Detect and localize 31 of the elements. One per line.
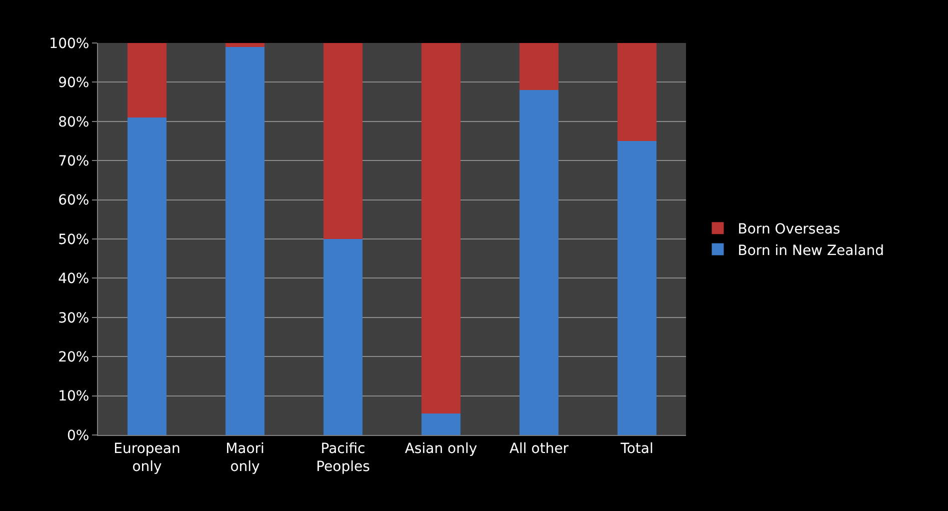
y-tick-label: 10% [58, 388, 90, 405]
y-tick-label: 0% [66, 428, 90, 444]
bar [127, 117, 167, 435]
x-tick-label: Asian only [404, 440, 478, 457]
y-tick-label: 80% [58, 114, 90, 130]
bar [225, 46, 265, 435]
bar [421, 413, 461, 435]
y-tick-label: 70% [58, 154, 90, 170]
bar [323, 239, 363, 435]
y-tick-label: 90% [58, 75, 90, 92]
x-tick-label: Pacific Peoples [316, 440, 370, 475]
bar [127, 43, 167, 118]
bar [519, 43, 559, 90]
y-tick-label: 100% [49, 36, 90, 52]
bar [617, 141, 657, 435]
y-tick-label: 40% [58, 271, 90, 288]
y-tick-label: 20% [58, 350, 90, 366]
y-tick-label: 30% [58, 310, 90, 326]
y-tick-label: 60% [58, 192, 90, 209]
x-tick-label: All other [509, 440, 569, 457]
bar [225, 43, 265, 47]
legend-label: Born in New Zealand [738, 242, 884, 259]
x-tick-label: Maori only [226, 440, 264, 475]
y-tick-label: 50% [58, 232, 90, 248]
x-tick-label: European only [114, 440, 180, 475]
bar [323, 43, 363, 239]
x-tick-label: Total [620, 440, 654, 457]
legend-label: Born Overseas [738, 222, 840, 238]
bar [421, 43, 461, 414]
bar [519, 90, 559, 435]
bar [617, 43, 657, 141]
